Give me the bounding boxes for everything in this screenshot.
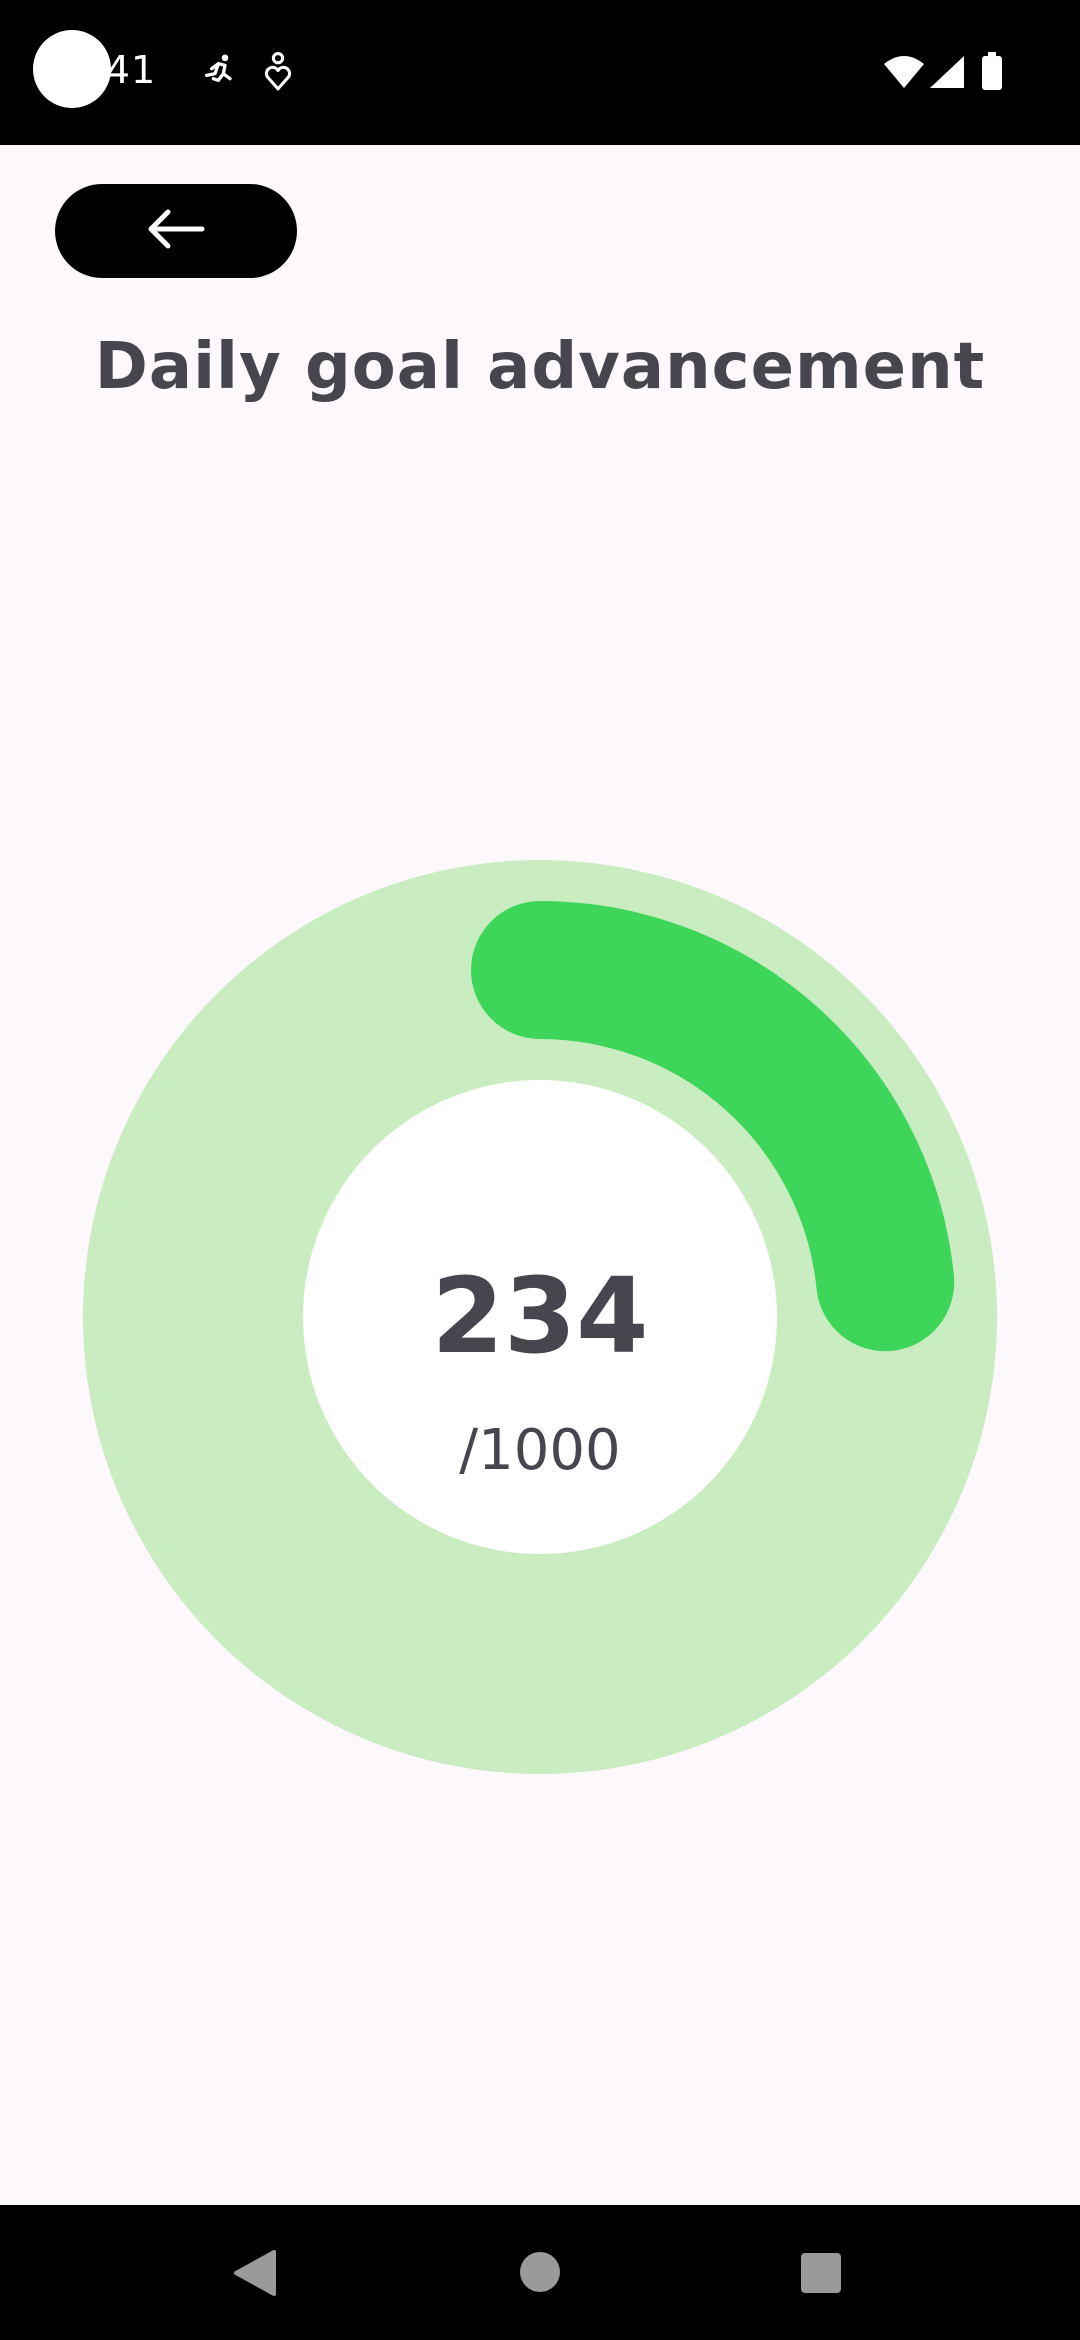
home-circle-icon[interactable] (518, 2250, 562, 2298)
run-icon (200, 52, 240, 96)
progress-goal: /1000 (0, 1418, 1080, 1483)
progress-value: 234 (0, 1255, 1080, 1377)
heart-pin-icon (262, 52, 294, 96)
back-triangle-icon[interactable] (232, 2248, 278, 2302)
arrow-left-icon (146, 207, 206, 255)
status-bar: :41 (0, 0, 1080, 145)
recents-square-icon[interactable] (800, 2252, 842, 2298)
wifi-icon (882, 52, 926, 96)
page-title: Daily goal advancement (0, 330, 1080, 404)
battery-icon (980, 52, 1004, 96)
back-button[interactable] (55, 184, 297, 278)
signal-icon (928, 52, 966, 96)
status-time: :41 (92, 48, 156, 92)
app-content (0, 145, 1080, 2205)
